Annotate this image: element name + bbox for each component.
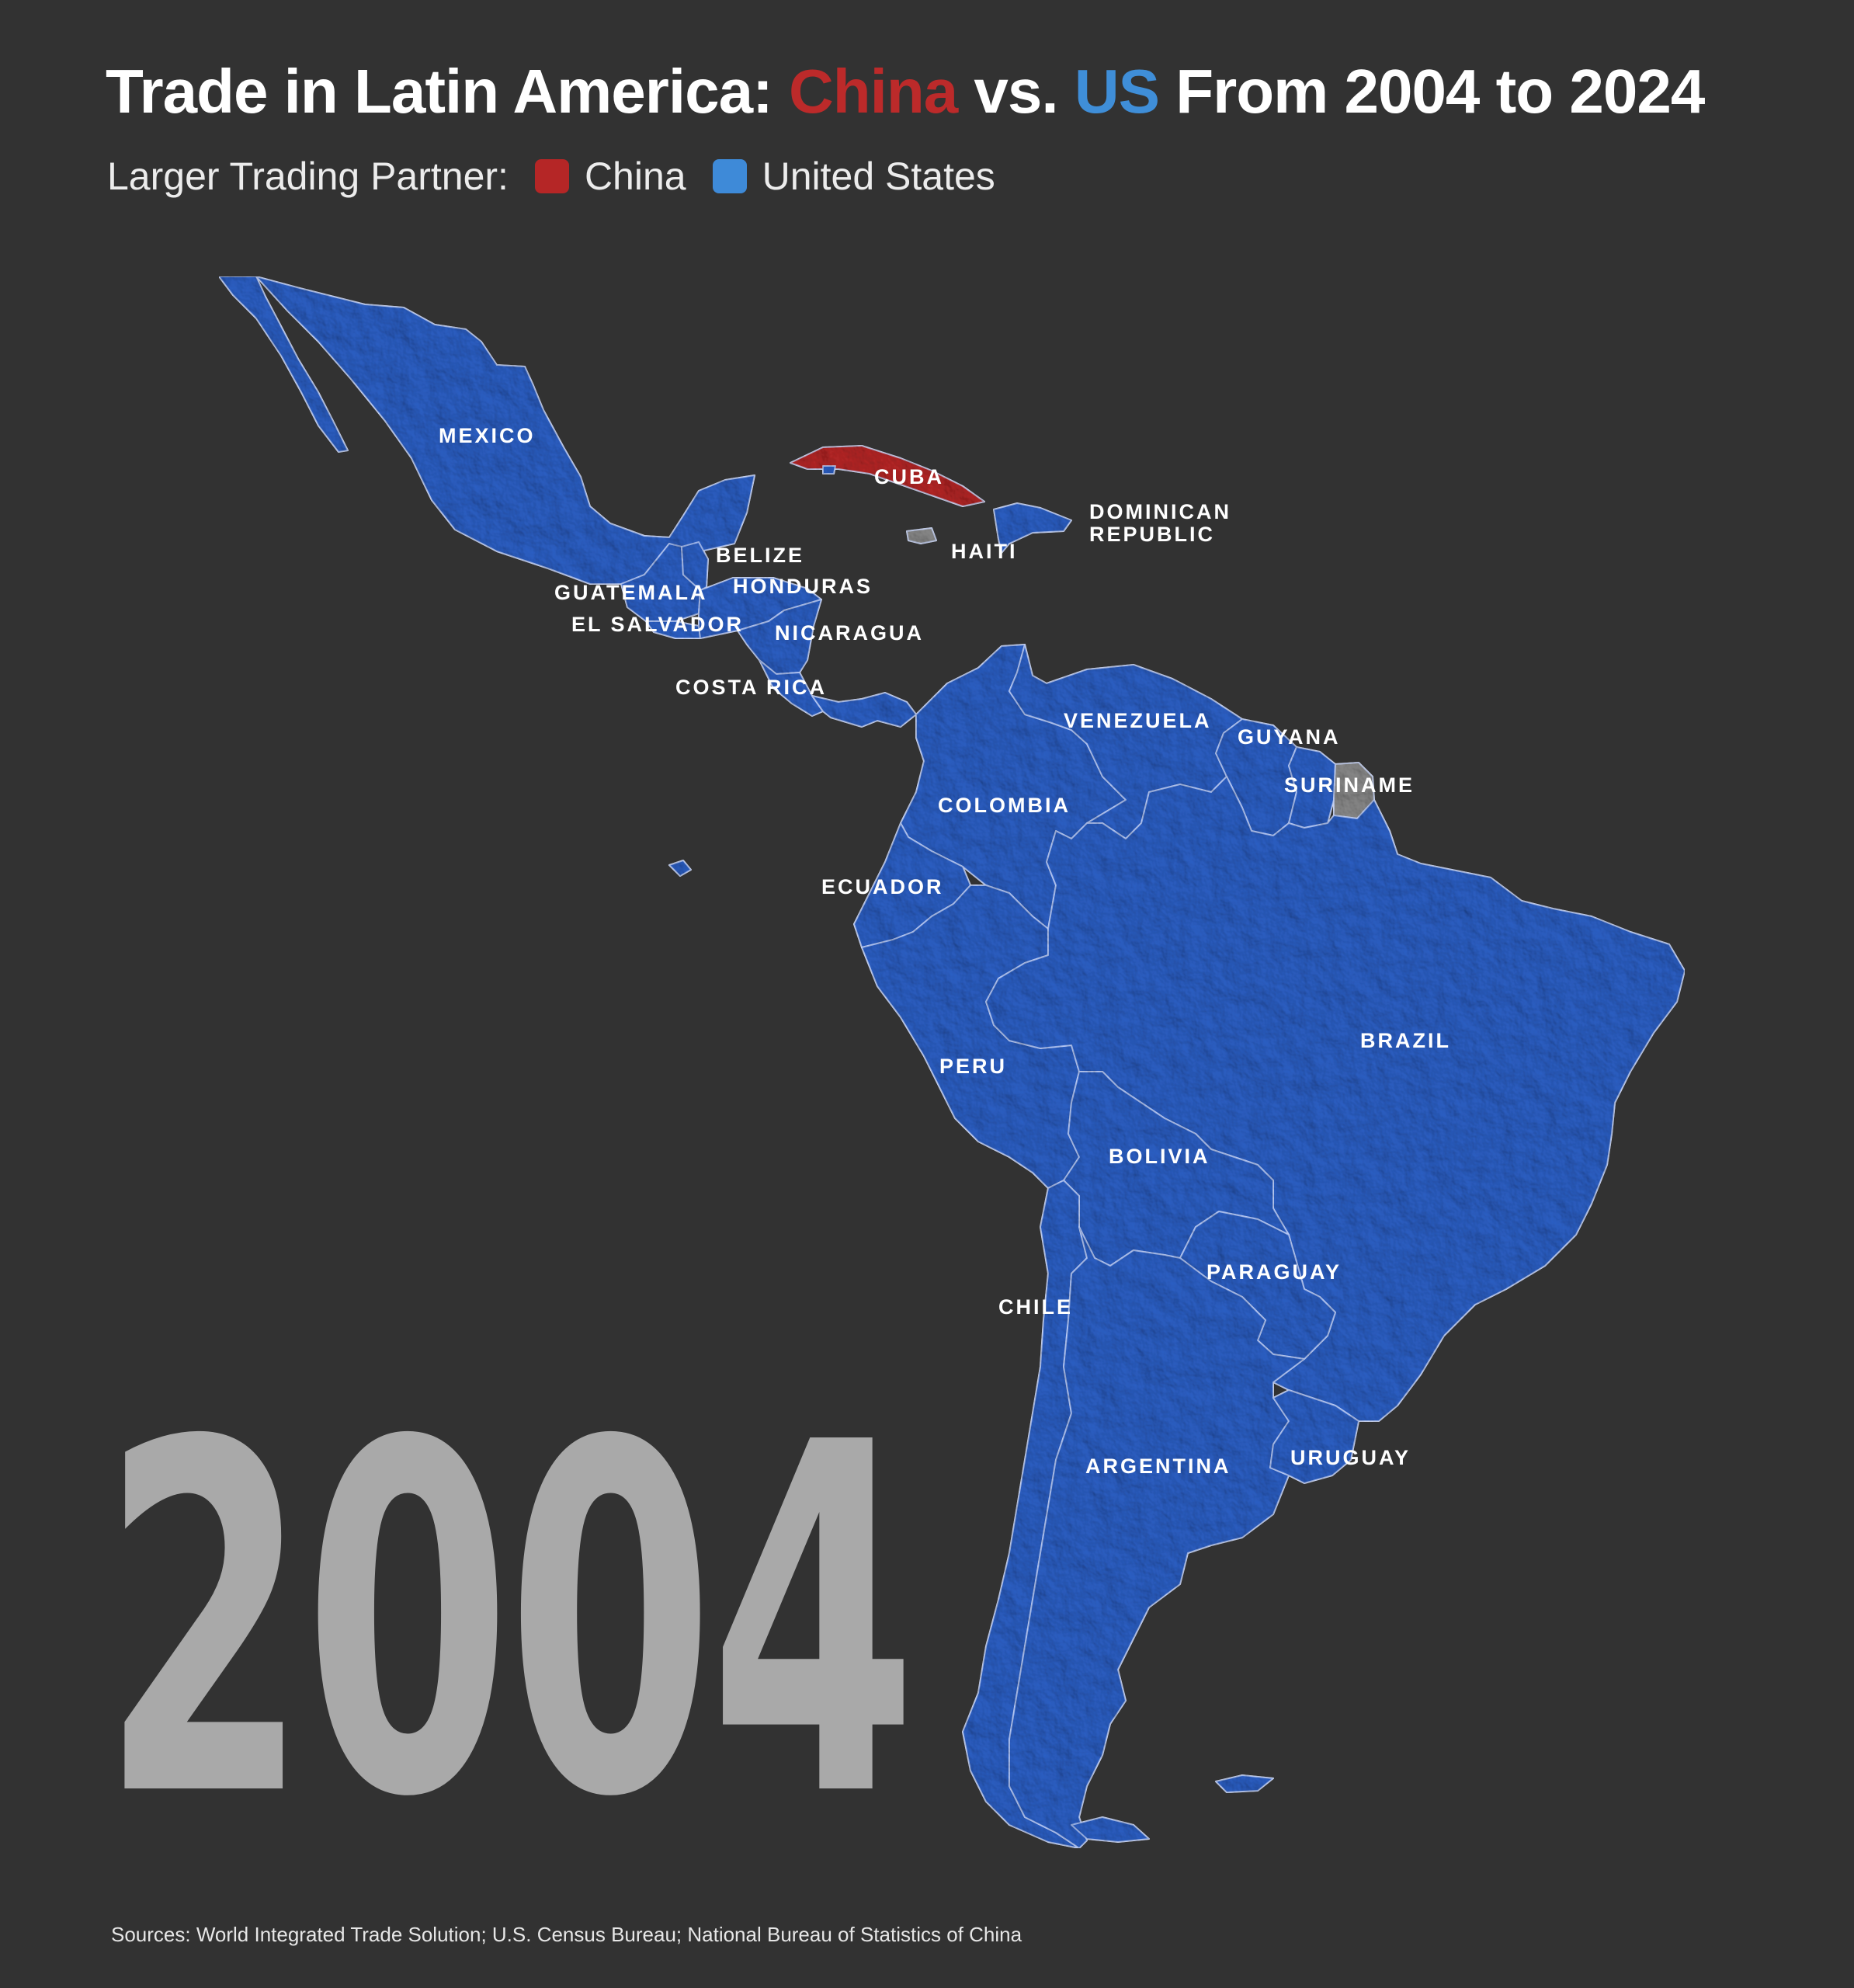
label-peru: PERU: [939, 1055, 1007, 1078]
label-venezuela: VENEZUELA: [1064, 709, 1212, 732]
title-us: US: [1074, 57, 1160, 126]
legend-item-china: China: [534, 154, 686, 199]
title-prefix: Trade in Latin America:: [106, 57, 789, 126]
label-cuba: CUBA: [874, 465, 944, 488]
label-honduras: HONDURAS: [733, 575, 873, 598]
label-argentina: ARGENTINA: [1085, 1455, 1231, 1478]
label-bolivia: BOLIVIA: [1109, 1145, 1210, 1168]
label-nicaragua: NICARAGUA: [775, 621, 924, 645]
legend-item-china-label: China: [584, 155, 686, 198]
title-china: China: [788, 57, 958, 126]
year-display: 2004: [101, 1343, 917, 1903]
legend-item-us: United States: [712, 154, 995, 199]
title-middle: vs.: [957, 57, 1075, 126]
label-dominican-republic-line-2: REPUBLIC: [1089, 523, 1215, 546]
country-argentina: [1009, 1226, 1305, 1849]
country-dominican-republic: [993, 502, 1072, 554]
map-title: Trade in Latin America: China vs. US Fro…: [106, 56, 1705, 127]
country-mexico: [255, 276, 755, 585]
country-cuba: [790, 445, 985, 507]
label-mexico: MEXICO: [439, 424, 536, 447]
label-brazil: BRAZIL: [1360, 1029, 1451, 1052]
country-nicaragua: [737, 599, 822, 675]
country-labels: MEXICO CUBA HAITI DOMINICAN REPUBLIC BEL…: [439, 424, 1451, 1478]
title-suffix: From 2004 to 2024: [1159, 57, 1705, 126]
label-belize: BELIZE: [716, 544, 804, 567]
label-guyana: GUYANA: [1238, 725, 1341, 749]
label-guatemala: GUATEMALA: [554, 581, 707, 604]
country-panama: [811, 692, 917, 728]
country-galapagos: [668, 860, 692, 877]
label-chile: CHILE: [998, 1295, 1073, 1319]
legend-label: Larger Trading Partner:: [107, 155, 509, 198]
legend-swatch-china: [534, 159, 569, 193]
label-el-salvador: EL SALVADOR: [571, 613, 744, 636]
country-tierra-del-fuego: [1071, 1816, 1150, 1843]
label-suriname: SURINAME: [1284, 773, 1415, 797]
sources-note: Sources: World Integrated Trade Solution…: [111, 1923, 1022, 1946]
label-costa-rica: COSTA RICA: [675, 676, 827, 699]
label-haiti: HAITI: [951, 540, 1018, 563]
label-ecuador: ECUADOR: [821, 875, 944, 898]
country-falklands: [1215, 1774, 1274, 1793]
legend: Larger Trading Partner: China United Sta…: [107, 154, 995, 199]
country-haiti: [906, 527, 937, 544]
legend-item-us-label: United States: [762, 155, 995, 198]
country-uruguay: [1269, 1389, 1359, 1484]
label-dominican-republic-line-1: DOMINICAN: [1089, 500, 1231, 523]
country-mexico-baja: [218, 276, 349, 453]
legend-swatch-us: [712, 159, 747, 193]
label-colombia: COLOMBIA: [938, 794, 1071, 817]
country-jamaica: [822, 465, 836, 474]
label-uruguay: URUGUAY: [1290, 1446, 1411, 1469]
label-paraguay: PARAGUAY: [1206, 1260, 1342, 1284]
